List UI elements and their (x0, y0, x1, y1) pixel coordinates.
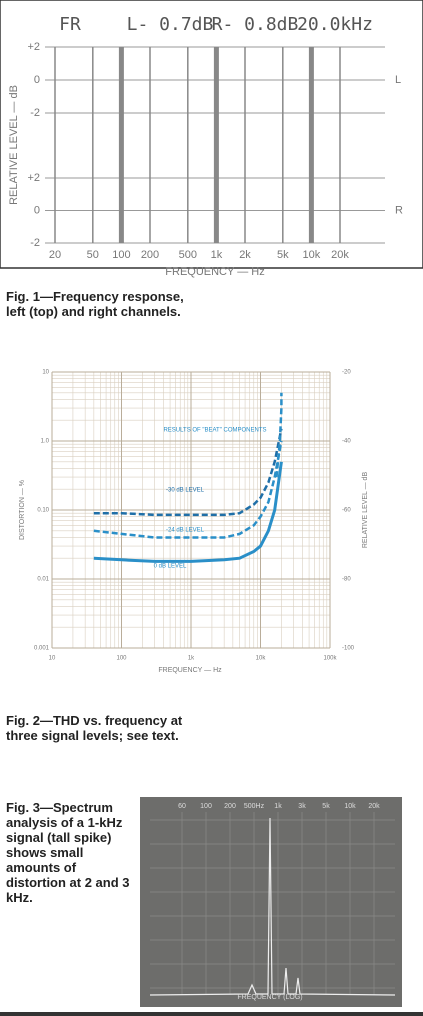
header-text: R- 0.8dB (212, 14, 299, 35)
x-tick-label: 2k (239, 249, 251, 261)
scope-scale-label: 60 (178, 803, 186, 810)
x-tick-label: 100 (112, 249, 130, 261)
y2-axis-label: RELATIVE LEVEL — dB (362, 472, 369, 549)
series-label: 0 dB LEVEL (154, 564, 187, 570)
x-tick-label: 1k (211, 249, 223, 261)
y-tick-label: 0.01 (37, 577, 49, 583)
x-tick-label: 20 (49, 249, 61, 261)
header-text: 20.0kHz (297, 14, 373, 35)
y-tick-label: 0.001 (34, 646, 50, 652)
series-line (275, 392, 283, 478)
x-tick-label: 500 (179, 249, 197, 261)
y-tick-label: +2 (27, 172, 40, 184)
scope-trace (149, 817, 396, 996)
y-axis-label: RELATIVE LEVEL — dB (8, 85, 20, 205)
fig2-caption: Fig. 2—THD vs. frequency at three signal… (6, 713, 183, 743)
scope-scale-label: 200 (224, 803, 236, 810)
series-label: RESULTS OF "BEAT" COMPONENTS (163, 428, 266, 434)
y-tick-label: 0.10 (37, 508, 49, 514)
y2-tick-label: -40 (342, 439, 351, 445)
x-tick-label: 100k (323, 656, 337, 662)
scope-scale-label: 1k (274, 803, 282, 810)
x-tick-label: 10 (49, 656, 56, 662)
scope-scale-label: 500Hz (244, 803, 265, 810)
x-tick-label: 10k (303, 249, 321, 261)
scope-scale-label: 3k (298, 803, 306, 810)
series-label: -30 dB LEVEL (166, 488, 205, 494)
y-tick-label: 10 (42, 370, 49, 376)
x-tick-label: 1k (188, 656, 195, 662)
x-tick-label: 50 (87, 249, 99, 261)
x-tick-label: 20k (331, 249, 349, 261)
x-axis-label: FREQUENCY — Hz (165, 266, 264, 278)
x-tick-label: 5k (277, 249, 289, 261)
series-line (93, 440, 283, 539)
header-text: FR (59, 14, 81, 35)
y-tick-label: -2 (30, 237, 40, 249)
header-text: L- 0.7dB (127, 14, 214, 35)
fig3-caption: Fig. 3—Spectrum analysis of a 1-kHz sign… (6, 800, 130, 905)
scope-bottom-label: FREQUENCY (LOG) (237, 994, 302, 1001)
series-line (93, 461, 283, 563)
y-tick-label: -2 (30, 107, 40, 119)
scope-scale-label: 20k (368, 803, 380, 810)
fig1-frame (0, 0, 423, 269)
channel-label: L (395, 74, 401, 86)
channel-label: R (395, 204, 403, 216)
x-tick-label: 100 (116, 656, 127, 662)
fig1-caption: Fig. 1—Frequency response, left (top) an… (6, 289, 184, 319)
bottom-rule (0, 1012, 423, 1016)
series-line (93, 428, 283, 517)
scope-scale-label: 10k (344, 803, 356, 810)
y2-tick-label: -60 (342, 508, 351, 514)
y2-tick-label: -100 (342, 646, 355, 652)
x-axis-label: FREQUENCY — Hz (158, 667, 222, 674)
y2-tick-label: -80 (342, 577, 351, 583)
y-tick-label: 1.0 (41, 439, 50, 445)
y2-tick-label: -20 (342, 370, 351, 376)
y-tick-label: 0 (34, 74, 40, 86)
series-label: -24 dB LEVEL (166, 528, 205, 534)
y-tick-label: 0 (34, 204, 40, 216)
scope-scale-label: 100 (200, 803, 212, 810)
x-tick-label: 10k (256, 656, 267, 662)
x-tick-label: 200 (141, 249, 159, 261)
y-axis-label: DISTORTION — % (19, 480, 26, 540)
y-tick-label: +2 (27, 41, 40, 53)
scope-scale-label: 5k (322, 803, 330, 810)
